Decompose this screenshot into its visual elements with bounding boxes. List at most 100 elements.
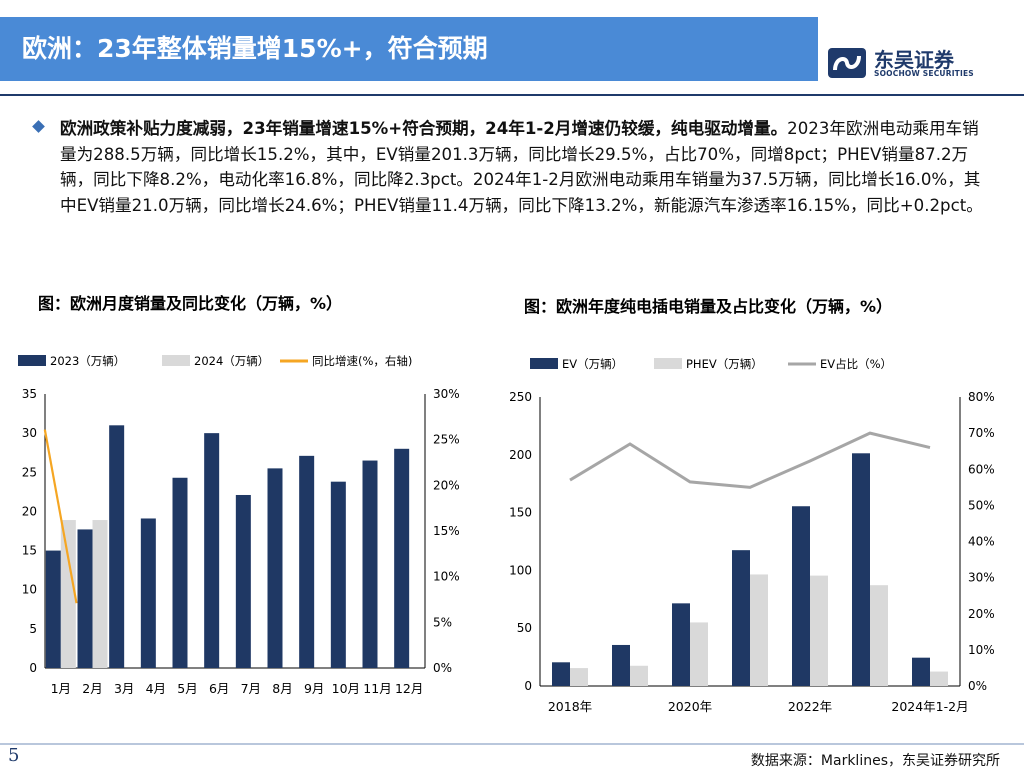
chart2-legend-swatch — [654, 358, 682, 369]
chart1-y-tick-label: 10 — [22, 583, 37, 597]
chart2-y2-tick-label: 10% — [968, 643, 995, 657]
company-logo: 东吴证券 SOOCHOW SECURITIES — [826, 42, 976, 84]
chart2-legend-swatch — [530, 358, 558, 369]
chart2-y2-tick-label: 80% — [968, 390, 995, 404]
chart1-x-tick-label: 9月 — [304, 681, 324, 696]
summary-text: 2023年欧洲电动乘用车销量为288.5万辆，同比增长15.2%，其中，EV销量… — [60, 119, 983, 215]
chart2-y2-tick-label: 60% — [968, 462, 995, 476]
chart1-x-tick-label: 11月 — [363, 681, 391, 696]
chart1-x-tick-label: 6月 — [209, 681, 229, 696]
chart1-bar-a — [45, 550, 61, 668]
data-source: 数据来源：Marklines，东吴证券研究所 — [750, 753, 1000, 769]
chart1-bar-a — [394, 448, 410, 668]
chart2-title: 图：欧洲年度纯电插电销量及占比变化（万辆，%） — [524, 297, 893, 316]
chart2-y2-tick-label: 50% — [968, 498, 995, 512]
chart1-bar-a — [204, 433, 220, 668]
chart1-bar-a — [330, 481, 346, 668]
summary-bold: 欧洲政策补贴力度减弱，23年销量增速15%+符合预期，24年1-2月增速仍较缓，… — [60, 119, 788, 138]
chart1-legend-label: 2024（万辆） — [194, 354, 269, 368]
chart1-y-tick-label: 15 — [22, 544, 37, 558]
chart2-legend-label: EV占比（%） — [820, 357, 892, 371]
chart1-line-series — [43, 429, 78, 604]
chart2-y2-tick-label: 30% — [968, 571, 995, 585]
chart1-bar-a — [267, 468, 283, 668]
chart2-x-tick-label: 2020年 — [668, 699, 712, 714]
chart1-legend-swatch — [18, 355, 46, 366]
chart1-y-tick-label: 30 — [22, 426, 37, 440]
chart2-y-tick-label: 0 — [524, 679, 532, 693]
chart2-y-tick-label: 50 — [517, 621, 532, 635]
chart1-x-tick-label: 10月 — [332, 681, 360, 696]
chart1-y2-tick-label: 10% — [433, 570, 460, 584]
chart1-y2-tick-label: 30% — [433, 387, 460, 401]
summary-paragraph: 欧洲政策补贴力度减弱，23年销量增速15%+符合预期，24年1-2月增速仍较缓，… — [60, 116, 990, 218]
chart1-bar-a — [235, 494, 251, 668]
chart2-bar-a — [552, 662, 570, 686]
chart1-y-tick-label: 5 — [29, 622, 37, 636]
chart2-bar-a — [732, 550, 750, 686]
chart2-legend-label: EV（万辆） — [562, 357, 623, 371]
chart2-y2-tick-label: 70% — [968, 426, 995, 440]
chart1-legend-label: 2023（万辆） — [50, 354, 125, 368]
chart2-bar-b — [750, 574, 768, 686]
monthly-sales-chart: 0 5 10 15 20 25 30 35 0% 5% 10% 15% 20% 25% 30% 1月 2月 3月 4… — [18, 354, 460, 696]
chart1-x-tick-label: 8月 — [272, 681, 292, 696]
header-divider — [0, 94, 1024, 96]
chart2-bar-a — [792, 506, 810, 686]
title-bar: 欧洲：23年整体销量增15%+，符合预期 — [0, 17, 818, 81]
chart2-y2-tick-label: 0% — [968, 679, 987, 693]
chart2-bar-b — [570, 668, 588, 686]
chart1-x-tick-label: 3月 — [114, 681, 134, 696]
chart2-y-tick-label: 150 — [509, 506, 532, 520]
chart1-x-tick-label: 2月 — [82, 681, 102, 696]
chart1-x-tick-label: 4月 — [146, 681, 166, 696]
chart1-legend-label: 同比增速(%，右轴) — [312, 354, 412, 368]
chart1-legend-swatch — [162, 355, 190, 366]
chart2-x-tick-label: 2024年1-2月 — [891, 699, 968, 714]
logo-text-cn: 东吴证券 — [874, 48, 954, 72]
chart1-y-tick-label: 20 — [22, 504, 37, 518]
chart1-title: 图：欧洲月度销量及同比变化（万辆，%） — [38, 294, 343, 313]
chart1-bar-a — [172, 477, 188, 668]
chart2-bar-b — [810, 575, 828, 686]
chart2-x-tick-label: 2018年 — [548, 699, 592, 714]
chart1-bar-b — [60, 520, 76, 668]
chart1-bar-a — [109, 425, 125, 668]
chart1-y-tick-label: 35 — [22, 387, 37, 401]
chart2-bar-a — [672, 603, 690, 686]
chart1-bar-b — [92, 520, 108, 668]
chart1-bar-a — [77, 529, 93, 668]
chart1-bar-a — [140, 518, 156, 668]
chart2-y2-tick-label: 40% — [968, 535, 995, 549]
chart2-bar-b — [630, 665, 648, 686]
chart1-bar-a — [299, 455, 315, 668]
chart1-y2-tick-label: 5% — [433, 615, 452, 629]
chart2-legend-label: PHEV（万辆） — [686, 357, 763, 371]
chart2-line-series — [569, 431, 931, 489]
chart2-y-tick-label: 200 — [509, 448, 532, 462]
chart2-y-tick-label: 250 — [509, 390, 532, 404]
chart2-bar-a — [912, 657, 930, 686]
page-title: 欧洲：23年整体销量增15%+，符合预期 — [22, 34, 488, 63]
logo-mark-icon — [828, 48, 866, 78]
page-number: 5 — [8, 745, 20, 766]
chart2-x-tick-label: 2022年 — [788, 699, 832, 714]
chart2-bar-b — [690, 622, 708, 686]
chart2-bar-a — [852, 453, 870, 686]
chart2-y2-tick-label: 20% — [968, 607, 995, 621]
chart1-x-tick-label: 1月 — [51, 681, 71, 696]
footer-divider — [0, 743, 1024, 745]
chart1-x-tick-label: 12月 — [395, 681, 423, 696]
chart2-y-tick-label: 100 — [509, 563, 532, 577]
annual-ev-phev-chart: 0 50 100 150 200 250 0% 10% 20% 30% 40% 50% 60% 70% 80… — [509, 357, 995, 714]
bullet-diamond-icon — [32, 120, 45, 133]
chart1-y2-tick-label: 25% — [433, 433, 460, 447]
chart2-bar-a — [612, 644, 630, 686]
chart1-y2-tick-label: 15% — [433, 524, 460, 538]
chart1-y2-tick-label: 20% — [433, 478, 460, 492]
chart2-bar-b — [930, 671, 948, 686]
chart2-bar-b — [870, 585, 888, 686]
logo-text-en: SOOCHOW SECURITIES — [874, 69, 974, 78]
chart1-y2-tick-label: 0% — [433, 661, 452, 675]
chart1-x-tick-label: 5月 — [177, 681, 197, 696]
